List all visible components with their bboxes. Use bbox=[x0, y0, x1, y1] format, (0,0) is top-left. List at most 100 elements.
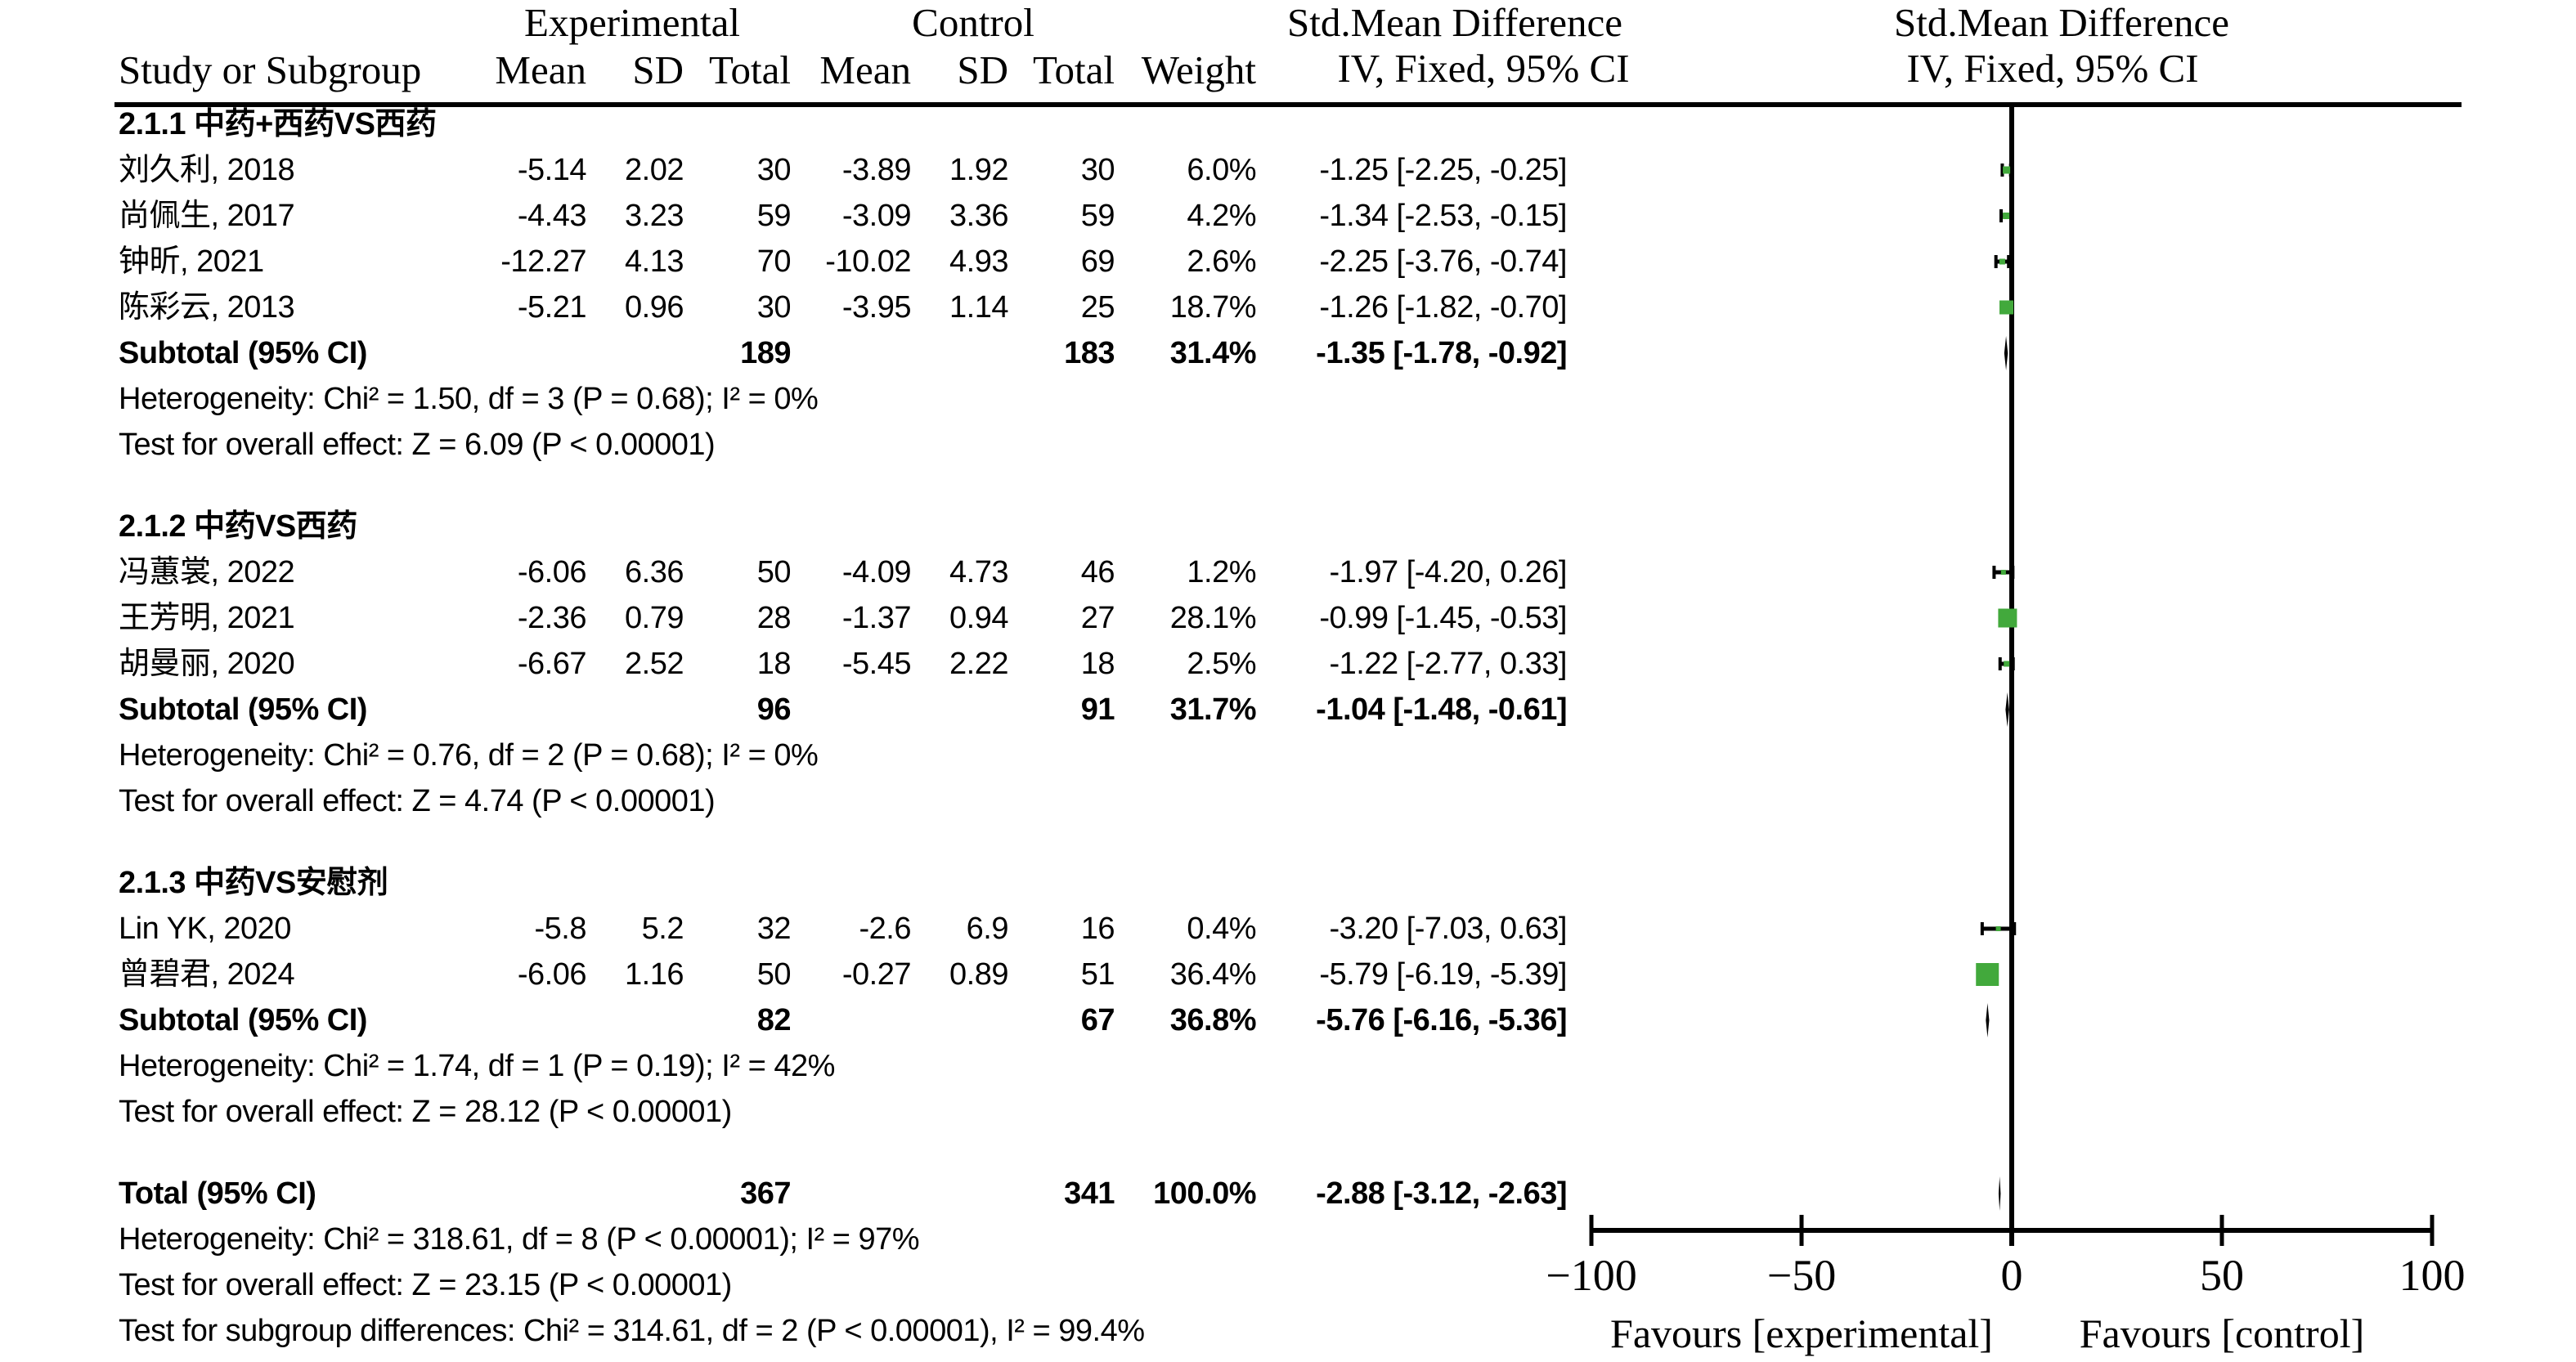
pooled-label: Total (95% CI) bbox=[119, 1176, 316, 1211]
weight-value: 2.6% bbox=[1187, 244, 1256, 279]
smd-ci-text: -1.35 [-1.78, -0.92] bbox=[1316, 336, 1567, 370]
mean-experimental: -6.67 bbox=[517, 647, 587, 681]
sd-experimental: 1.16 bbox=[625, 957, 684, 992]
study-name: 冯蕙裳, 2022 bbox=[119, 555, 295, 589]
overall-effect-line: Test for overall effect: Z = 28.12 (P < … bbox=[0, 1089, 1758, 1135]
study-row: 胡曼丽, 2020 -6.67 2.52 18 -5.45 2.22 18 2.5% -1.22… bbox=[0, 641, 1758, 687]
subtotal-row: Subtotal (95% CI) 82 67 36.8% -5.76 [-6.16, … bbox=[0, 997, 1758, 1043]
subgroup-title: 2.1.2 中药VS西药 bbox=[0, 504, 1758, 549]
pooled-diamond bbox=[1998, 1176, 2001, 1211]
sd-experimental: 4.13 bbox=[625, 244, 684, 279]
mean-control: -3.89 bbox=[841, 153, 912, 187]
pooled-label: Subtotal (95% CI) bbox=[119, 1003, 367, 1037]
smd-ci-text: -1.97 [-4.20, 0.26] bbox=[1329, 555, 1568, 589]
mean-experimental: -6.06 bbox=[517, 555, 587, 589]
total-control: 25 bbox=[1080, 290, 1115, 325]
study-row: 刘久利, 2018 -5.14 2.02 30 -3.89 1.92 30 6.0% -1.25… bbox=[0, 147, 1758, 193]
subgroup-title-label: 2.1.2 中药VS西药 bbox=[119, 509, 357, 544]
study-marker bbox=[2004, 661, 2010, 667]
sd-experimental: 2.02 bbox=[625, 153, 684, 187]
axis-tick-label: 100 bbox=[2399, 1251, 2466, 1300]
smd-ci-text: -1.34 [-2.53, -0.15] bbox=[1319, 199, 1567, 233]
study-name: 陈彩云, 2013 bbox=[119, 290, 295, 325]
total-overall-effect-line: Test for overall effect: Z = 23.15 (P < … bbox=[0, 1262, 1758, 1308]
total-control: 30 bbox=[1080, 153, 1115, 187]
overall-effect-line-text: Test for overall effect: Z = 28.12 (P < … bbox=[119, 1095, 732, 1129]
weight-value: 28.1% bbox=[1169, 601, 1257, 635]
total-control: 27 bbox=[1080, 601, 1115, 635]
study-row: 曾碧君, 2024 -6.06 1.16 50 -0.27 0.89 51 36.4% -5.7… bbox=[0, 952, 1758, 997]
sd-control: 1.14 bbox=[949, 290, 1008, 325]
total-control: 59 bbox=[1080, 199, 1115, 233]
weight-header: Weight bbox=[1141, 47, 1256, 92]
study-marker bbox=[1999, 300, 2014, 315]
total-exp-header: Total bbox=[709, 47, 791, 92]
study-row: 王芳明, 2021 -2.36 0.79 28 -1.37 0.94 27 28.1% -0.9… bbox=[0, 595, 1758, 641]
smd-ci-text: -1.22 [-2.77, 0.33] bbox=[1329, 647, 1568, 681]
study-name: 尚佩生, 2017 bbox=[119, 199, 295, 233]
total-experimental: 50 bbox=[756, 555, 792, 589]
subgroup-differences-line: Test for subgroup differences: Chi² = 31… bbox=[0, 1308, 1758, 1354]
weight-value: 0.4% bbox=[1187, 912, 1256, 946]
total-control: 341 bbox=[1064, 1176, 1115, 1211]
weight-value: 36.4% bbox=[1169, 957, 1257, 992]
mean-control: -2.6 bbox=[859, 912, 912, 946]
weight-value: 36.8% bbox=[1169, 1003, 1257, 1037]
sd-control: 3.36 bbox=[949, 199, 1008, 233]
study-marker bbox=[1998, 608, 2017, 628]
sd-experimental: 5.2 bbox=[641, 912, 684, 946]
total-control: 69 bbox=[1080, 244, 1115, 279]
mean-control: -10.02 bbox=[825, 244, 911, 279]
axis-tick-label: −50 bbox=[1767, 1251, 1836, 1300]
total-experimental: 30 bbox=[756, 290, 792, 325]
sd-control: 4.73 bbox=[949, 555, 1008, 589]
heterogeneity-line-text: Heterogeneity: Chi² = 1.74, df = 1 (P = … bbox=[119, 1049, 835, 1083]
mean-control: -1.37 bbox=[841, 601, 912, 635]
mean-experimental: -5.8 bbox=[534, 912, 587, 946]
smd-ci-text: -1.26 [-1.82, -0.70] bbox=[1319, 290, 1567, 325]
favours-right-label: Favours [control] bbox=[2080, 1310, 2365, 1356]
study-column-header: Study or Subgroup bbox=[119, 47, 422, 92]
smd-ci-text: -3.20 [-7.03, 0.63] bbox=[1329, 912, 1568, 946]
total-overall-effect-line-text: Test for overall effect: Z = 23.15 (P < … bbox=[119, 1268, 732, 1302]
total-experimental: 28 bbox=[756, 601, 792, 635]
sd-control: 0.94 bbox=[949, 601, 1008, 635]
study-row: 尚佩生, 2017 -4.43 3.23 59 -3.09 3.36 59 4.2% -1.34… bbox=[0, 193, 1758, 239]
total-control: 16 bbox=[1080, 912, 1115, 946]
mean-exp-header: Mean bbox=[495, 47, 586, 92]
sd-experimental: 0.96 bbox=[625, 290, 684, 325]
pooled-diamond bbox=[2005, 692, 2009, 727]
study-marker bbox=[2003, 213, 2010, 219]
pooled-diamond bbox=[2004, 336, 2008, 370]
total-experimental: 96 bbox=[756, 692, 792, 727]
axis-tick-label: 50 bbox=[2200, 1251, 2244, 1300]
total-heterogeneity-line: Heterogeneity: Chi² = 318.61, df = 8 (P … bbox=[0, 1216, 1758, 1262]
overall-effect-line-text: Test for overall effect: Z = 4.74 (P < 0… bbox=[119, 784, 716, 818]
sd-control: 6.9 bbox=[966, 912, 1009, 946]
total-control: 46 bbox=[1080, 555, 1115, 589]
mean-ctrl-header: Mean bbox=[819, 47, 911, 92]
total-heterogeneity-line-text: Heterogeneity: Chi² = 318.61, df = 8 (P … bbox=[119, 1222, 920, 1257]
total-experimental: 189 bbox=[740, 336, 791, 370]
sd-exp-header: SD bbox=[632, 47, 684, 92]
smd-ci-text: -5.76 [-6.16, -5.36] bbox=[1316, 1003, 1567, 1037]
mean-experimental: -5.21 bbox=[517, 290, 587, 325]
sd-experimental: 2.52 bbox=[625, 647, 684, 681]
study-marker bbox=[1999, 258, 2005, 265]
total-experimental: 18 bbox=[756, 647, 792, 681]
smd-ci-text: -2.25 [-3.76, -0.74] bbox=[1319, 244, 1567, 279]
weight-value: 18.7% bbox=[1169, 290, 1257, 325]
smd-ci-text: -2.88 [-3.12, -2.63] bbox=[1316, 1176, 1567, 1211]
mean-control: -3.95 bbox=[841, 290, 912, 325]
study-marker bbox=[2000, 570, 2006, 575]
sd-experimental: 0.79 bbox=[625, 601, 684, 635]
weight-value: 1.2% bbox=[1187, 555, 1256, 589]
weight-value: 4.2% bbox=[1187, 199, 1256, 233]
weight-value: 100.0% bbox=[1153, 1176, 1256, 1211]
study-name: 王芳明, 2021 bbox=[119, 601, 295, 635]
sd-ctrl-header: SD bbox=[957, 47, 1008, 92]
smd-ci-text: -5.79 [-6.19, -5.39] bbox=[1319, 957, 1567, 992]
pooled-label: Subtotal (95% CI) bbox=[119, 692, 367, 727]
